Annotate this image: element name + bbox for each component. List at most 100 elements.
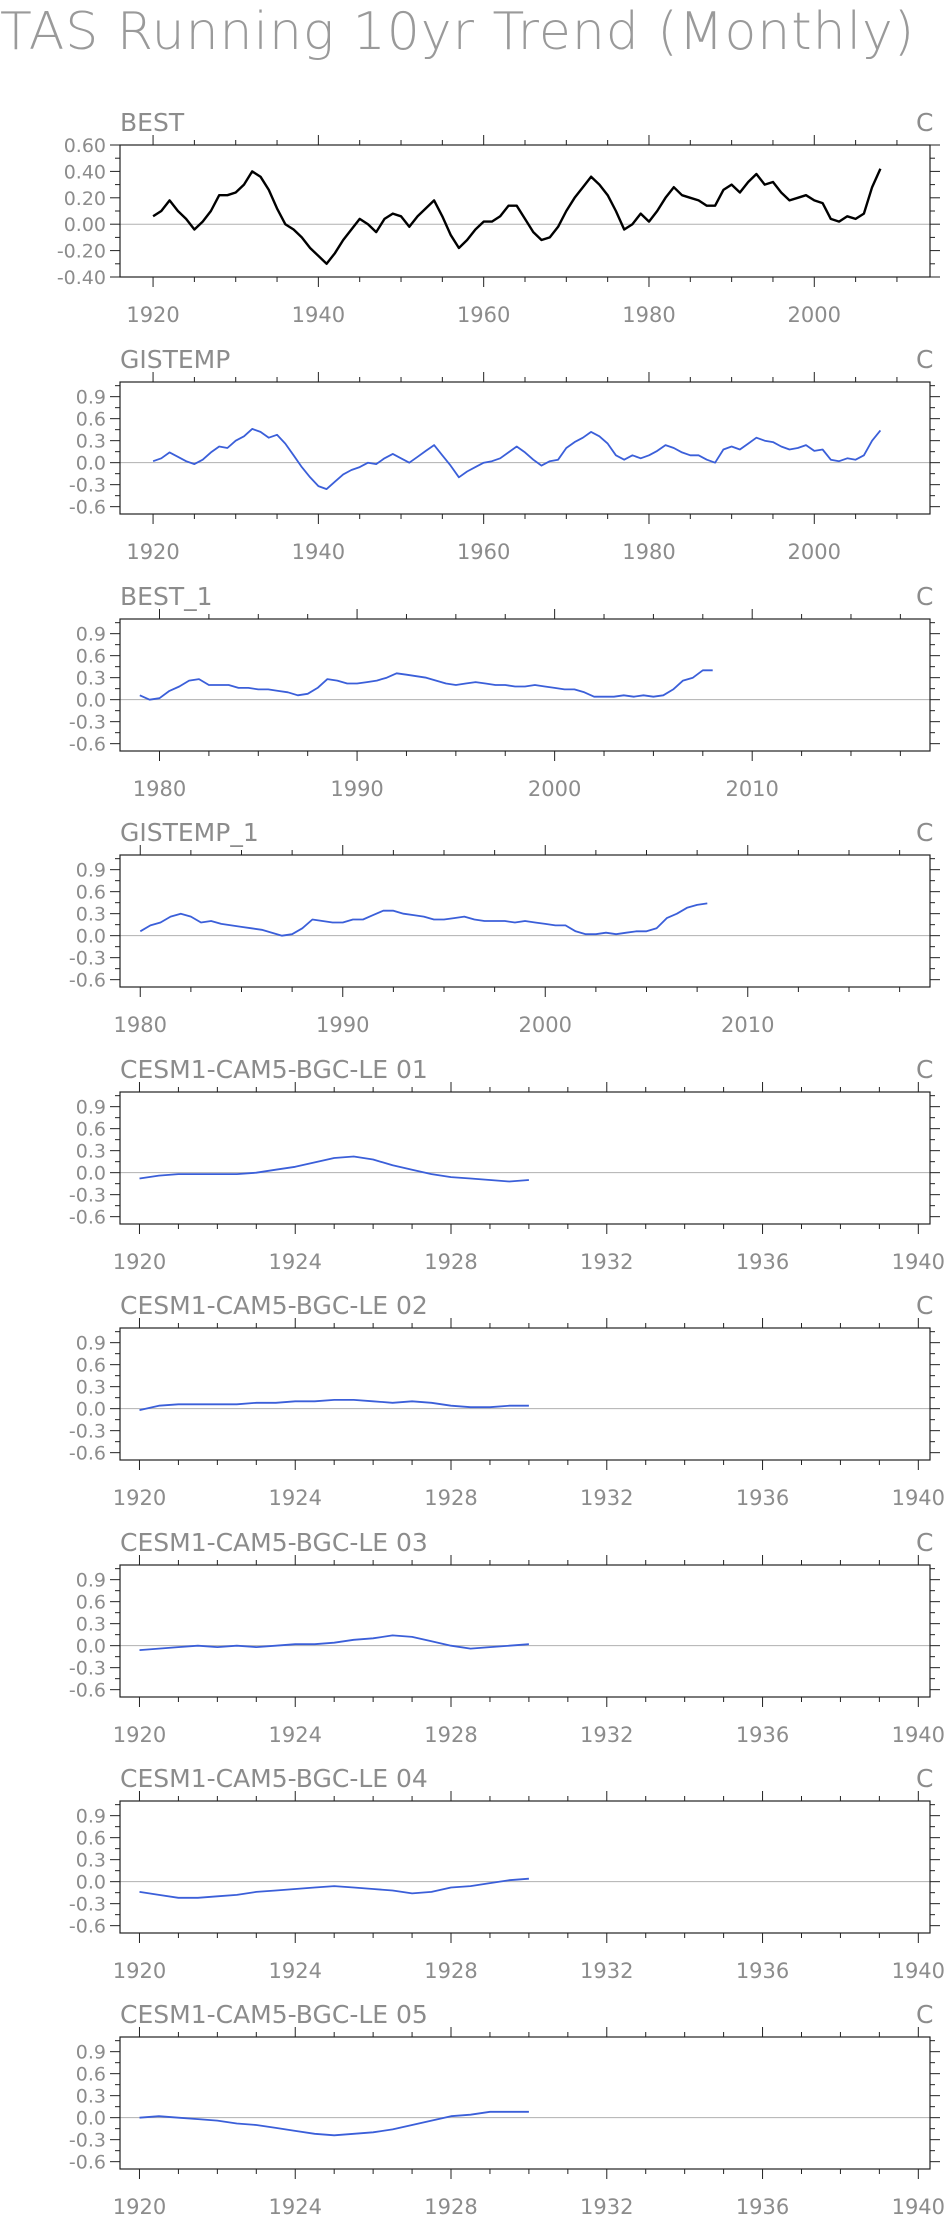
x-tick-label: 1940 bbox=[892, 1723, 945, 1747]
series-line bbox=[152, 427, 882, 491]
x-tick-label: 1924 bbox=[269, 2195, 322, 2219]
x-tick-label: 2000 bbox=[788, 303, 841, 327]
x-tick-label: 1936 bbox=[736, 1486, 789, 1510]
y-tick-label: 0.3 bbox=[76, 431, 106, 453]
x-tick-label: 1940 bbox=[292, 540, 345, 564]
x-tick-label: 1990 bbox=[316, 1013, 369, 1037]
x-tick-label: 1940 bbox=[892, 1250, 945, 1274]
unit-label: C bbox=[916, 108, 933, 137]
plot-frame bbox=[119, 618, 931, 752]
unit-label: C bbox=[916, 1055, 933, 1084]
x-tick-label: 1936 bbox=[736, 1959, 789, 1983]
y-tick-label: -0.6 bbox=[69, 1443, 106, 1465]
x-tick-label: 1920 bbox=[126, 303, 179, 327]
x-tick-label: 1980 bbox=[622, 540, 675, 564]
chart-panel: GISTEMP_1 C 1980 1990 2000 2010 -0.6-0.30.00.3… bbox=[69, 818, 940, 1037]
chart-panel: CESM1-CAM5-BGC-LE 04 C 1920 1924 1928 1932 193… bbox=[69, 1764, 945, 1983]
x-tick-label: 2000 bbox=[788, 540, 841, 564]
y-tick-label: 0.0 bbox=[76, 2108, 106, 2130]
y-tick-label: 0.9 bbox=[76, 1333, 106, 1355]
chart-title: CESM1-CAM5-BGC-LE 05 bbox=[120, 2000, 428, 2029]
y-tick-label: -0.6 bbox=[69, 2152, 106, 2174]
y-tick-label: 0.0 bbox=[76, 690, 106, 712]
chart-title: GISTEMP bbox=[120, 345, 230, 374]
x-tick-label: 1920 bbox=[113, 1723, 166, 1747]
y-tick-label: -0.40 bbox=[57, 267, 106, 289]
x-tick-label: 1932 bbox=[580, 1723, 633, 1747]
unit-label: C bbox=[916, 345, 933, 374]
series-line bbox=[139, 1634, 529, 1651]
y-tick-label: 0.9 bbox=[76, 1570, 106, 1592]
plot-frame bbox=[119, 2036, 931, 2170]
x-tick-label: 1924 bbox=[269, 1723, 322, 1747]
series-line bbox=[139, 1877, 529, 1899]
series-line bbox=[139, 1399, 529, 1411]
x-tick-label: 1940 bbox=[892, 1959, 945, 1983]
y-tick-label: 0.60 bbox=[64, 135, 106, 157]
y-tick-label: -0.6 bbox=[69, 1680, 106, 1702]
x-tick-label: 1990 bbox=[330, 777, 383, 801]
y-tick-label: 0.3 bbox=[76, 1377, 106, 1399]
y-tick-label: -0.6 bbox=[69, 970, 106, 992]
y-tick-label: 0.6 bbox=[76, 646, 106, 668]
y-tick-label: -0.3 bbox=[69, 2130, 106, 2152]
y-tick-label: 0.9 bbox=[76, 387, 106, 409]
chart-title: CESM1-CAM5-BGC-LE 04 bbox=[120, 1764, 428, 1793]
x-tick-label: 1940 bbox=[892, 1486, 945, 1510]
y-tick-label: -0.6 bbox=[69, 1207, 106, 1229]
y-tick-label: 0.0 bbox=[76, 453, 106, 475]
plot-frame bbox=[119, 1327, 931, 1461]
y-tick-label: 0.3 bbox=[76, 1850, 106, 1872]
y-tick-label: -0.6 bbox=[69, 1916, 106, 1938]
unit-label: C bbox=[916, 2000, 933, 2029]
y-tick-label: 0.00 bbox=[64, 214, 106, 236]
y-tick-label: 0.6 bbox=[76, 882, 106, 904]
x-tick-label: 1928 bbox=[424, 2195, 477, 2219]
x-tick-label: 2000 bbox=[519, 1013, 572, 1037]
x-tick-label: 1932 bbox=[580, 1486, 633, 1510]
y-tick-label: 0.20 bbox=[64, 188, 106, 210]
y-tick-label: 0.9 bbox=[76, 860, 106, 882]
x-tick-label: 1980 bbox=[114, 1013, 167, 1037]
y-tick-label: 0.9 bbox=[76, 1806, 106, 1828]
x-tick-label: 2010 bbox=[725, 777, 778, 801]
y-tick-label: 0.0 bbox=[76, 1636, 106, 1658]
y-tick-label: 0.40 bbox=[64, 161, 106, 183]
y-tick-label: 0.0 bbox=[76, 1399, 106, 1421]
x-tick-label: 1940 bbox=[892, 2195, 945, 2219]
chart-panel: CESM1-CAM5-BGC-LE 02 C 1920 1924 1928 1932 193… bbox=[69, 1291, 945, 1510]
x-tick-label: 1920 bbox=[113, 2195, 166, 2219]
x-tick-label: 2000 bbox=[528, 777, 581, 801]
x-tick-label: 1980 bbox=[622, 303, 675, 327]
chart-title: CESM1-CAM5-BGC-LE 02 bbox=[120, 1291, 428, 1320]
y-tick-label: 0.3 bbox=[76, 2086, 106, 2108]
chart-title: BEST_1 bbox=[120, 582, 213, 611]
x-tick-label: 1928 bbox=[424, 1250, 477, 1274]
y-tick-label: -0.3 bbox=[69, 1658, 106, 1680]
x-tick-label: 1928 bbox=[424, 1486, 477, 1510]
y-tick-label: -0.3 bbox=[69, 948, 106, 970]
series-line bbox=[152, 168, 882, 265]
y-tick-label: -0.6 bbox=[69, 734, 106, 756]
x-tick-label: 1932 bbox=[580, 1959, 633, 1983]
y-tick-label: 0.6 bbox=[76, 1828, 106, 1850]
x-tick-label: 1932 bbox=[580, 1250, 633, 1274]
unit-label: C bbox=[916, 818, 933, 847]
chart-panel: CESM1-CAM5-BGC-LE 01 C 1920 1924 1928 1932 193… bbox=[69, 1055, 945, 1274]
x-tick-label: 1980 bbox=[133, 777, 186, 801]
x-tick-label: 1936 bbox=[736, 1723, 789, 1747]
x-tick-label: 1936 bbox=[736, 2195, 789, 2219]
chart-panel: CESM1-CAM5-BGC-LE 03 C 1920 1924 1928 1932 193… bbox=[69, 1528, 945, 1747]
x-tick-label: 1936 bbox=[736, 1250, 789, 1274]
x-tick-label: 1928 bbox=[424, 1723, 477, 1747]
unit-label: C bbox=[916, 1764, 933, 1793]
page-title: TAS Running 10yr Trend (Monthly) bbox=[0, 2, 916, 62]
x-tick-label: 1928 bbox=[424, 1959, 477, 1983]
plot-frame bbox=[119, 381, 931, 515]
y-tick-label: 0.9 bbox=[76, 1097, 106, 1119]
y-tick-label: 0.3 bbox=[76, 668, 106, 690]
chart-panel: BEST C 1920 1940 1960 1980 2000 -0.40 -0.20 0.00 0… bbox=[57, 108, 940, 327]
unit-label: C bbox=[916, 582, 933, 611]
